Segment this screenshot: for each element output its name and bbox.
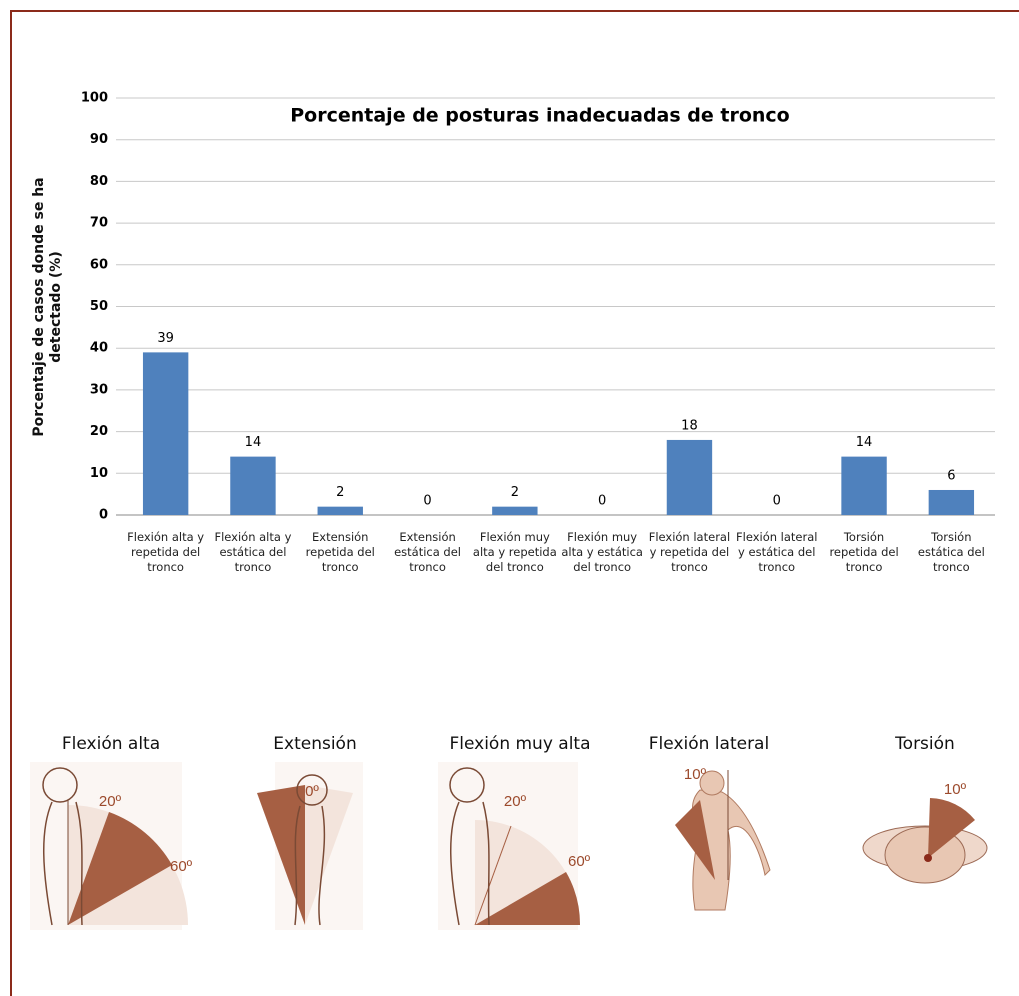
value-label: 6: [947, 468, 955, 483]
value-label: 0: [598, 494, 606, 509]
y-tick-label: 0: [99, 508, 108, 523]
figure-illustration: [438, 762, 581, 930]
bar: [317, 506, 363, 515]
figure-label: Torsión: [894, 734, 955, 754]
angle-label: 60º: [170, 858, 193, 875]
angle-label: 0º: [305, 783, 319, 800]
y-tick-label: 50: [90, 299, 108, 314]
chart-title: Porcentaje de posturas inadecuadas de tr…: [290, 105, 789, 127]
y-tick-label: 100: [81, 91, 108, 106]
y-tick-label: 80: [90, 174, 108, 189]
bar: [666, 439, 713, 515]
figure-label: Flexión lateral: [649, 734, 769, 754]
bar: [928, 489, 975, 515]
figure-illustration: [257, 762, 363, 930]
bar: [230, 456, 276, 515]
y-tick-label: 30: [90, 382, 108, 397]
bar: [841, 456, 887, 515]
figure-label: Flexión alta: [62, 734, 160, 754]
bar: [492, 506, 538, 515]
value-label: 0: [773, 494, 781, 509]
x-tick-label: Flexión lateral y repetida del tronco: [648, 530, 731, 574]
value-label: 2: [511, 485, 519, 500]
angle-label: 20º: [504, 793, 527, 810]
value-label: 0: [423, 494, 431, 509]
x-tick-label: Flexión muy alta y repetida del tronco: [472, 530, 557, 574]
value-label: 2: [336, 485, 344, 500]
angle-label: 20º: [99, 793, 122, 810]
x-tick-label: Torsión estática del tronco: [917, 530, 985, 574]
y-axis-label: Porcentaje de casos donde se ha detectad…: [31, 177, 64, 437]
x-tick-label: Flexión alta y estática del tronco: [214, 530, 292, 574]
x-tick-label: Extensión repetida del tronco: [305, 530, 375, 574]
y-tick-label: 20: [90, 424, 108, 439]
value-label: 39: [157, 331, 174, 346]
x-tick-label: Flexión muy alta y estática del tronco: [561, 530, 643, 574]
y-tick-label: 90: [90, 132, 108, 147]
x-tick-label: Torsión repetida del tronco: [829, 530, 899, 574]
value-label: 18: [681, 418, 698, 433]
bar: [142, 352, 189, 515]
x-tick-label: Extensión estática del tronco: [394, 530, 462, 574]
value-label: 14: [245, 435, 262, 450]
y-tick-label: 40: [90, 341, 108, 356]
figure-illustration: [30, 762, 188, 930]
value-label: 14: [856, 435, 873, 450]
figure-label: Flexión muy alta: [449, 734, 590, 754]
figure-label: Extensión: [273, 734, 356, 754]
y-tick-label: 60: [90, 257, 108, 272]
frame: [10, 10, 1019, 996]
x-tick-label: Flexión lateral y estática del tronco: [736, 530, 818, 574]
figure-illustration: [675, 770, 771, 911]
x-tick-label: Flexión alta y repetida del tronco: [127, 530, 205, 574]
y-tick-label: 70: [90, 216, 108, 231]
angle-label: 10º: [944, 781, 967, 798]
figures: Flexión alta Extensión Flexión muy alta …: [30, 734, 988, 930]
figure-illustration: [862, 798, 988, 884]
angle-label: 10º: [684, 766, 707, 783]
y-tick-label: 10: [90, 466, 108, 481]
angle-label: 60º: [568, 853, 591, 870]
